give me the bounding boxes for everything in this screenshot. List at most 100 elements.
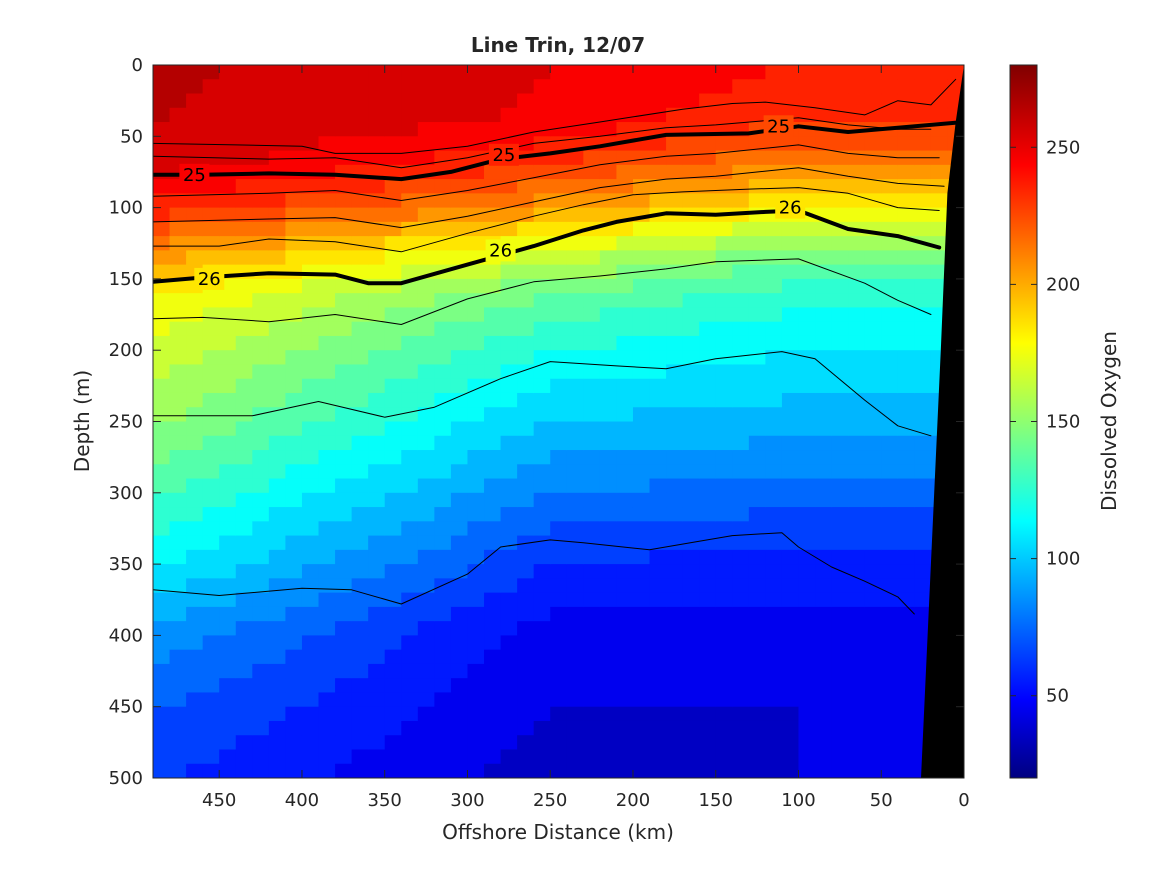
field-cell	[848, 65, 866, 80]
field-cell	[864, 564, 882, 579]
field-cell	[351, 407, 369, 423]
field-cell	[351, 93, 369, 109]
field-cell	[500, 207, 518, 223]
field-cell	[583, 93, 601, 109]
field-cell	[748, 435, 766, 451]
field-cell	[699, 335, 717, 351]
field-cell	[335, 193, 353, 209]
field-cell	[583, 549, 601, 565]
field-cell	[235, 207, 253, 223]
field-cell	[881, 635, 899, 651]
field-cell	[831, 749, 849, 765]
field-cell	[550, 207, 568, 223]
field-cell	[881, 264, 899, 280]
field-cell	[682, 435, 700, 451]
field-cell	[268, 635, 287, 651]
field-cell	[848, 450, 866, 465]
field-cell	[682, 678, 700, 694]
field-cell	[897, 649, 915, 665]
field-cell	[235, 407, 253, 423]
field-cell	[881, 720, 899, 736]
field-cell	[318, 307, 336, 323]
field-cell	[699, 264, 717, 280]
field-cell	[649, 193, 667, 209]
field-cell	[881, 378, 899, 394]
field-cell	[335, 735, 353, 751]
field-cell	[583, 335, 601, 351]
field-cell	[434, 321, 452, 337]
field-cell	[335, 65, 353, 80]
field-cell	[765, 392, 783, 408]
field-cell	[153, 122, 171, 137]
field-cell	[649, 164, 667, 180]
field-cell	[517, 478, 535, 494]
field-cell	[401, 635, 419, 651]
field-cell	[500, 521, 518, 537]
field-cell	[186, 521, 204, 537]
field-cell	[368, 507, 386, 522]
field-cell	[500, 763, 518, 778]
field-cell	[235, 621, 253, 636]
field-cell	[235, 221, 253, 237]
field-cell	[748, 264, 766, 280]
field-cell	[500, 564, 518, 579]
field-cell	[864, 749, 882, 765]
field-cell	[881, 706, 899, 722]
field-cell	[781, 578, 800, 594]
field-cell	[186, 450, 204, 465]
field-cell	[881, 364, 899, 380]
field-cell	[732, 150, 750, 166]
field-cell	[351, 79, 369, 95]
field-cell	[848, 649, 866, 665]
field-cell	[517, 692, 535, 708]
field-cell	[401, 507, 419, 522]
field-cell	[384, 364, 402, 380]
field-cell	[335, 720, 353, 736]
field-cell	[517, 164, 535, 180]
field-cell	[815, 763, 833, 778]
field-cell	[153, 450, 171, 465]
field-cell	[699, 606, 717, 622]
field-cell	[434, 464, 452, 480]
field-cell	[517, 350, 535, 366]
field-cell	[268, 193, 287, 209]
field-cell	[467, 221, 485, 237]
field-cell	[351, 179, 369, 194]
field-cell	[268, 421, 287, 437]
field-cell	[169, 350, 187, 366]
field-cell	[401, 578, 419, 594]
field-cell	[533, 321, 551, 337]
field-cell	[186, 321, 204, 337]
field-cell	[699, 678, 717, 694]
field-cell	[252, 606, 270, 622]
field-cell	[864, 307, 882, 323]
field-cell	[467, 150, 485, 166]
field-cell	[732, 678, 750, 694]
field-cell	[351, 592, 369, 608]
field-cell	[533, 521, 551, 537]
field-cell	[335, 321, 353, 337]
field-cell	[484, 407, 502, 423]
field-cell	[798, 606, 816, 622]
field-cell	[235, 606, 253, 622]
field-cell	[864, 621, 882, 636]
field-cell	[252, 706, 270, 722]
field-cell	[450, 606, 469, 622]
field-cell	[666, 749, 684, 765]
field-cell	[699, 720, 717, 736]
field-cell	[434, 564, 452, 579]
field-cell	[301, 535, 320, 551]
field-cell	[169, 578, 187, 594]
field-cell	[632, 621, 651, 636]
field-cell	[550, 79, 568, 95]
field-cell	[632, 692, 651, 708]
field-cell	[616, 221, 634, 237]
field-cell	[732, 193, 750, 209]
field-cell	[649, 621, 667, 636]
field-cell	[467, 578, 485, 594]
field-cell	[351, 621, 369, 636]
field-cell	[699, 692, 717, 708]
field-cell	[368, 678, 386, 694]
field-cell	[450, 535, 469, 551]
